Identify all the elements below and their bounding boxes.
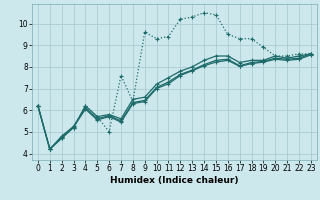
X-axis label: Humidex (Indice chaleur): Humidex (Indice chaleur) [110,176,239,185]
